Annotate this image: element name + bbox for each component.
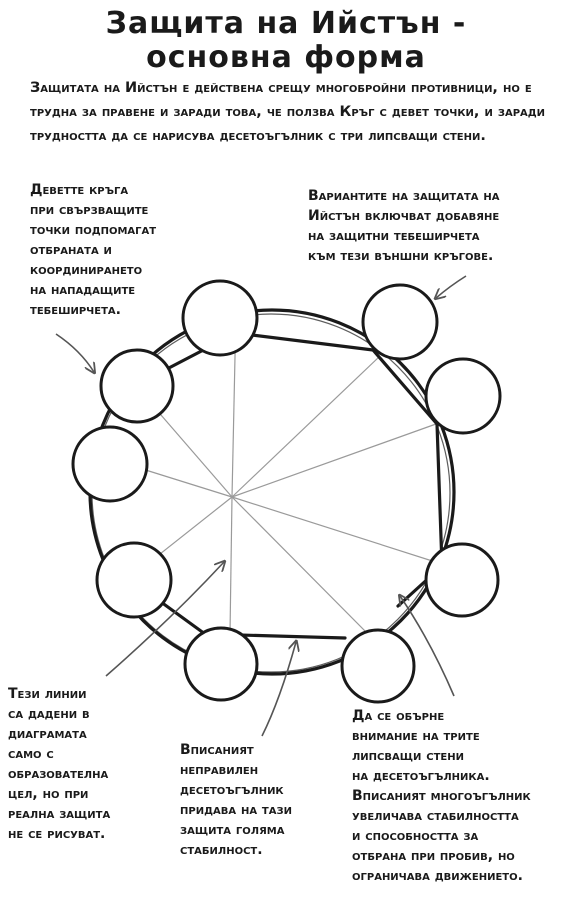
outer-circle-1	[181, 279, 259, 357]
intro-paragraph: Защитата на Ийстън е действена срещу мно…	[30, 80, 546, 144]
arrow-to-outer-circle	[436, 275, 467, 298]
note-guide-lines: Тези линии са дадени в диаграмата само с…	[8, 686, 111, 842]
guide-lines	[111, 309, 449, 637]
outer-circle-6	[95, 541, 173, 619]
arrow-to-guide-line	[105, 562, 224, 677]
title-line-1: Защита на Ийстън -	[105, 6, 467, 41]
outer-circle-5	[71, 425, 149, 503]
arrow-to-decagon	[261, 642, 296, 737]
arrow-to-circle	[55, 333, 94, 372]
note-nine-circles: Деветте кръга при свързващите точки подп…	[30, 182, 157, 318]
title-line-2: основна форма	[146, 40, 426, 75]
note-inscribed-decagon: Вписаният неправилен десетоъгълник прида…	[180, 742, 292, 858]
outer-circle-4	[424, 357, 502, 435]
arrow-to-missing-wall	[400, 596, 455, 697]
outer-circle-8	[183, 626, 259, 702]
outer-circles	[71, 279, 502, 704]
outer-circle-7	[424, 542, 500, 618]
outer-circle-2	[361, 283, 439, 361]
note-variants: Вариантите на защитата на Ийстън включва…	[308, 188, 500, 264]
note-missing-walls: Да се обърне внимание на трите липсващи …	[352, 708, 531, 884]
outer-circle-3	[99, 348, 175, 424]
outer-circle-9	[340, 628, 416, 704]
annotation-arrows	[55, 275, 467, 737]
